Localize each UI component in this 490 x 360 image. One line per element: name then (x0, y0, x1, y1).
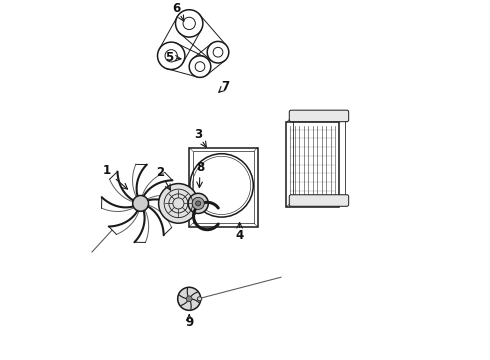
FancyBboxPatch shape (289, 195, 349, 206)
Bar (193, 151, 254, 223)
Circle shape (159, 184, 198, 223)
Text: 8: 8 (196, 161, 204, 174)
Bar (293, 116, 345, 201)
Bar (286, 122, 339, 207)
Circle shape (188, 193, 208, 213)
Ellipse shape (197, 297, 202, 301)
Text: 1: 1 (102, 165, 110, 177)
Circle shape (133, 195, 148, 211)
Bar (189, 148, 258, 227)
Text: 3: 3 (194, 129, 202, 141)
Circle shape (186, 296, 192, 302)
Text: 7: 7 (221, 80, 229, 93)
Circle shape (178, 287, 201, 310)
Text: 2: 2 (156, 166, 165, 179)
Text: 5: 5 (165, 51, 173, 64)
Text: 6: 6 (172, 3, 181, 15)
Circle shape (196, 201, 201, 206)
Circle shape (192, 197, 204, 210)
Text: 9: 9 (185, 316, 194, 329)
Text: 4: 4 (236, 229, 244, 242)
FancyBboxPatch shape (289, 110, 349, 122)
